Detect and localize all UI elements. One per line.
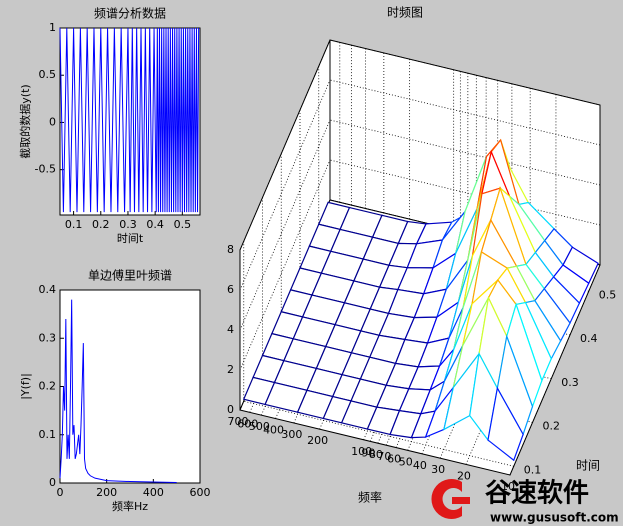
x-tick-label: 500 (249, 420, 270, 433)
x-tick-label: 60 (387, 453, 401, 466)
z-tick-label: 2 (227, 363, 234, 376)
z-grid-line (329, 119, 601, 186)
y-tick-label: 0 (49, 476, 56, 489)
y-tick-label: 0.3 (561, 376, 579, 389)
logo (431, 479, 462, 520)
x-tick-label: 0.3 (119, 218, 137, 231)
chart-title: 频谱分析数据 (94, 6, 166, 21)
x-axis-label: 频率Hz (112, 499, 148, 513)
z-grid-line (329, 79, 601, 146)
chart-title: 时频图 (387, 6, 423, 20)
x-tick-label: 0.1 (65, 218, 83, 231)
x-grid-line (509, 264, 601, 476)
x-tick-label: 100 (351, 445, 372, 458)
chart-title: 单边傅里叶频谱 (88, 269, 172, 283)
y-tick-label: 1 (49, 21, 56, 34)
y-tick-label: 0.5 (39, 68, 57, 81)
data-line (59, 299, 177, 484)
surface-cell (487, 386, 524, 462)
z-grid-line (239, 79, 331, 291)
x-tick-label: 90 (361, 446, 375, 459)
z-tick-label: 0 (227, 403, 234, 416)
y-axis-label: |Y(f)| (19, 373, 32, 400)
x-axis-label: 时间t (117, 232, 144, 245)
z-grid-line (329, 159, 601, 226)
x-tick-label: 200 (307, 434, 328, 447)
y-axis-label: 时间 (576, 459, 600, 473)
y-tick-label: -0.5 (35, 163, 56, 176)
x-tick-label: 0.5 (174, 218, 192, 231)
y-tick-label: 0.1 (39, 428, 57, 441)
x-tick-label: 300 (281, 428, 302, 441)
watermark-name: 谷速软件 (485, 479, 589, 509)
x-tick-label: 600 (190, 486, 211, 499)
z-tick-label: 6 (227, 283, 234, 296)
x-tick-label: 400 (143, 486, 164, 499)
y-tick-label: 0.2 (543, 420, 561, 433)
x-axis-label: 频率 (358, 490, 382, 505)
y-tick-label: 0.2 (39, 380, 57, 393)
y-tick-label: 0.5 (599, 288, 617, 301)
x-tick-label: 400 (263, 424, 284, 437)
y-grid-line (243, 400, 514, 467)
x-tick-label: 200 (96, 486, 117, 499)
z-grid-line (239, 119, 331, 331)
y-tick-label: 0 (49, 115, 56, 128)
y-tick-label: 0.3 (39, 331, 57, 344)
watermark: 谷速软件 www.gususoft.com (431, 479, 619, 525)
x-tick-label: 0.2 (92, 218, 110, 231)
x-tick-label: 10 (501, 480, 515, 493)
x-tick-label: 0 (57, 486, 64, 499)
x-tick-label: 70 (377, 450, 391, 463)
x-tick-label: 0.4 (146, 218, 164, 231)
logo-bar (452, 497, 470, 504)
data-line (59, 27, 200, 213)
x-tick-label: 700 (228, 415, 249, 428)
plot-area (59, 289, 201, 484)
x-tick-label: 30 (431, 463, 445, 476)
watermark-url: www.gususoft.com (490, 511, 619, 525)
z-grid-line (239, 159, 331, 371)
x-tick-label: 40 (413, 459, 427, 472)
z-tick-label: 8 (227, 243, 234, 256)
y-tick-label: 0.4 (580, 332, 598, 345)
z-tick-label: 4 (227, 323, 234, 336)
x-tick-label: 50 (399, 455, 413, 468)
z-grid-line (239, 39, 331, 251)
x-tick-label: 80 (369, 448, 383, 461)
x-tick-label: 600 (237, 417, 258, 430)
z-grid-line (329, 39, 601, 106)
x-tick-label: 20 (457, 469, 471, 482)
y-axis-label: 截取的数据y(t) (18, 84, 32, 158)
y-tick-label: 0.1 (524, 463, 542, 476)
y-tick-label: 0.4 (39, 283, 57, 296)
